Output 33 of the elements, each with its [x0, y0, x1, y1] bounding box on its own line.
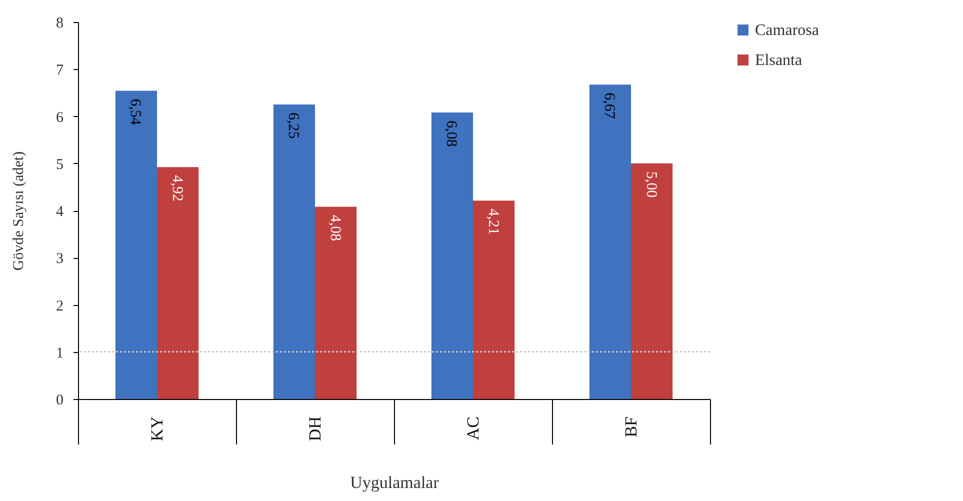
- y-axis-title: Gövde Sayısı (adet): [11, 151, 27, 271]
- bar: [157, 167, 199, 399]
- y-tick-label: 6: [56, 110, 64, 126]
- y-tick-label: 5: [56, 156, 64, 173]
- y-tick-label: 2: [56, 298, 64, 314]
- data-label: 4,21: [484, 208, 501, 235]
- y-tick-label: 3: [56, 251, 64, 268]
- bar: [273, 104, 315, 399]
- x-tick-label: DH: [306, 416, 324, 442]
- bar: [315, 206, 357, 399]
- bar: [473, 200, 515, 399]
- data-label: 4,92: [168, 175, 185, 202]
- x-axis-title: Uygulamalar: [350, 473, 440, 492]
- bar: [589, 84, 631, 399]
- bar: [115, 90, 157, 399]
- y-tick-label: 0: [56, 392, 64, 408]
- data-label: 5,00: [642, 171, 659, 198]
- data-label: 6,67: [601, 92, 618, 120]
- y-tick-label: 1: [56, 345, 64, 362]
- y-tick-label: 8: [56, 16, 64, 32]
- y-tick-label: 7: [56, 62, 64, 79]
- x-tick-label: BF: [622, 416, 640, 438]
- data-label: 6,25: [285, 112, 302, 139]
- data-label: 6,54: [127, 98, 144, 126]
- data-label: 6,08: [443, 120, 460, 147]
- y-tick-label: 4: [56, 204, 64, 220]
- data-label: 4,08: [326, 214, 343, 241]
- legend-label: Camarosa: [755, 22, 819, 39]
- bar: [631, 163, 673, 399]
- bar: [431, 112, 473, 399]
- x-tick-label: AC: [464, 416, 482, 440]
- legend-label: Elsanta: [755, 52, 802, 69]
- x-tick-label: KY: [148, 416, 166, 442]
